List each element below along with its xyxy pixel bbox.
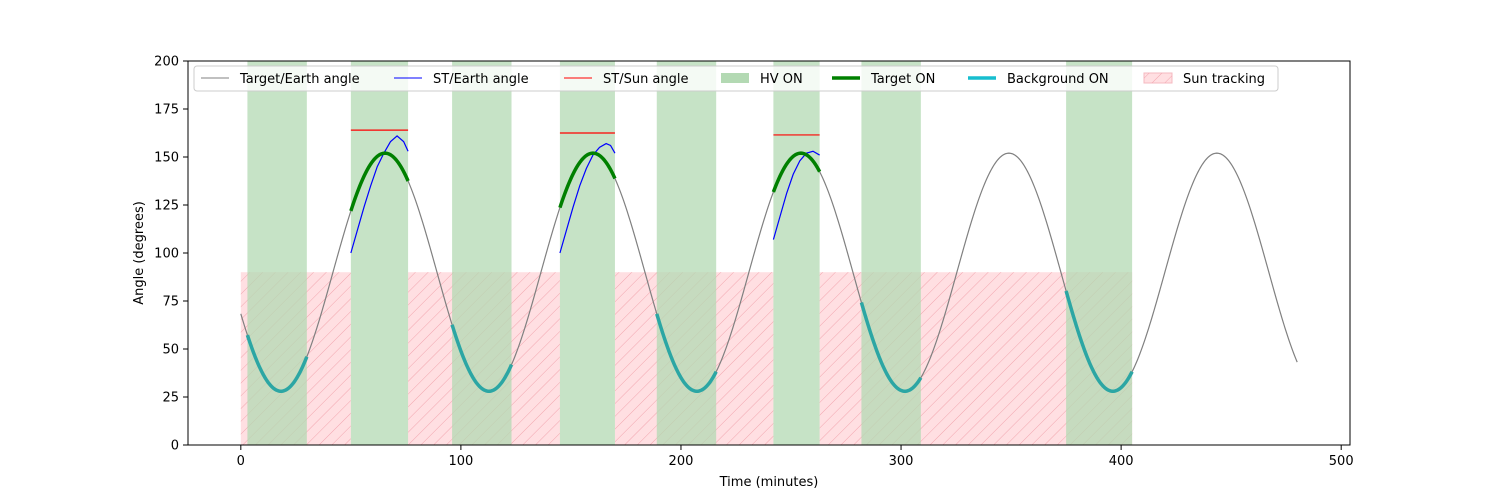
x-tick-label-200: 200	[669, 454, 694, 469]
background-on-segment-2	[655, 313, 718, 393]
st-sun-series	[350, 129, 820, 136]
legend-label-4: Target ON	[870, 72, 935, 87]
background-on-segment-0	[245, 334, 309, 393]
y-tick-label-100: 100	[154, 247, 179, 262]
legend-label-3: HV ON	[760, 72, 803, 87]
background-on-segment-4	[1064, 290, 1134, 393]
y-tick-label-25: 25	[162, 391, 179, 406]
legend-label-6: Sun tracking	[1183, 72, 1265, 87]
y-tick-label-75: 75	[162, 295, 179, 310]
legend: Target/Earth angle ST/Earth angle ST/Sun a…	[193, 65, 1279, 92]
background-on-series	[245, 290, 1134, 393]
hv-on-region-3	[559, 61, 615, 445]
legend-label-2: ST/Sun angle	[603, 72, 689, 87]
target-on-segment-2	[771, 151, 822, 193]
background-on-segment-1	[450, 324, 514, 393]
st-earth-segment-0	[350, 135, 409, 254]
x-axis-ticks: 0 100 200 300 400 500	[237, 445, 1354, 469]
target-on-series	[349, 151, 822, 212]
st-earth-segment-1	[559, 142, 616, 254]
st-earth-segment-2	[772, 150, 820, 240]
hv-on-region-0	[247, 61, 307, 445]
y-tick-label-125: 125	[154, 199, 179, 214]
y-tick-label-150: 150	[154, 151, 179, 166]
plot-area	[240, 61, 1298, 445]
y-tick-label-175: 175	[154, 103, 179, 118]
st-earth-series	[350, 135, 820, 254]
background-on-segment-3	[859, 302, 923, 393]
legend-label-5: Background ON	[1007, 72, 1109, 87]
x-tick-label-500: 500	[1329, 454, 1354, 469]
hv-on-region-1	[350, 61, 409, 445]
y-tick-label-200: 200	[154, 55, 179, 70]
legend-swatch-3	[721, 73, 749, 83]
x-tick-label-300: 300	[889, 454, 914, 469]
x-tick-label-100: 100	[448, 454, 473, 469]
hv-on-region-5	[773, 61, 820, 445]
legend-swatch-hatch-6	[1144, 73, 1172, 83]
target-on-segment-1	[558, 151, 617, 209]
x-axis-label: Time (minutes)	[719, 475, 819, 490]
legend-label-0: Target/Earth angle	[239, 72, 360, 87]
legend-label-1: ST/Earth angle	[433, 72, 529, 87]
y-axis-label: Angle (degrees)	[132, 201, 147, 305]
y-tick-label-50: 50	[162, 343, 179, 358]
x-tick-label-0: 0	[237, 454, 245, 469]
y-tick-label-0: 0	[171, 439, 179, 454]
y-axis-ticks: 0 25 50 75 100 125 150 175 200	[154, 55, 188, 454]
hv-on-region-4	[656, 61, 717, 445]
target-on-segment-0	[349, 151, 410, 212]
x-tick-label-400: 400	[1109, 454, 1134, 469]
